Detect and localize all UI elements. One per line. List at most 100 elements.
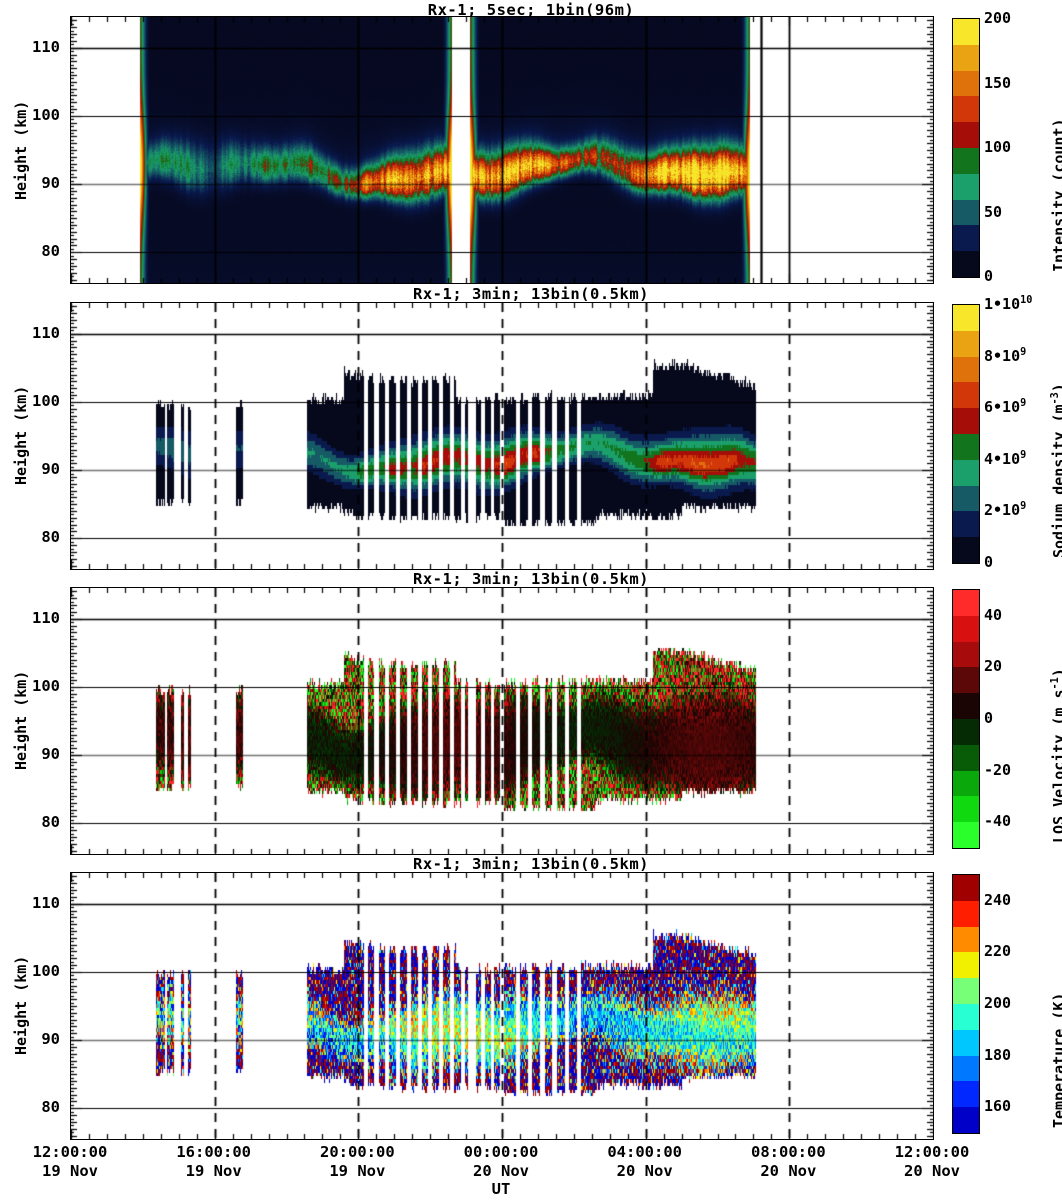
colorbar-swatch — [953, 251, 979, 277]
y-tick-0-90: 90 — [41, 174, 60, 193]
colorbar-label-0: Intensity (count) — [1050, 118, 1062, 272]
x-tick-date-4: 20 Nov — [616, 1162, 673, 1180]
colorbar-tick-3-3: 220 — [984, 942, 1012, 961]
x-tick-time-5: 08:00:00 — [751, 1143, 826, 1161]
y-tick-1-80: 80 — [41, 528, 60, 547]
colorbar-swatch — [953, 356, 979, 383]
colorbar-swatch — [953, 330, 979, 358]
colorbar-swatch — [953, 173, 979, 201]
colorbar-2 — [952, 589, 980, 849]
x-tick-4: 04:00:00 20 Nov — [570, 1143, 720, 1181]
panel-temperature: Rx-1; 3min; 13bin(0.5km) Height (km) — [0, 855, 1062, 1140]
x-tick-date-2: 19 Nov — [329, 1162, 386, 1180]
colorbar-swatch — [953, 199, 979, 226]
colorbar-swatch — [953, 978, 979, 1005]
x-tick-time-4: 04:00:00 — [607, 1143, 682, 1161]
colorbar-swatch — [953, 641, 979, 668]
colorbar-swatch — [953, 44, 979, 72]
colorbar-swatch — [953, 1004, 979, 1031]
colorbar-tick-3-2: 200 — [984, 994, 1012, 1012]
x-tick-time-0: 12:00:00 — [32, 1143, 108, 1161]
colorbar-swatch — [953, 667, 979, 694]
colorbar-tick-1-5: 1•1010 — [984, 295, 1033, 313]
colorbar-tick-3-4: 240 — [984, 890, 1012, 909]
x-tick-time-2: 20:00:00 — [320, 1143, 395, 1161]
colorbar-swatch — [953, 1081, 979, 1108]
colorbar-tick-1-3: 6•109 — [984, 398, 1027, 417]
panel-title-intensity: Rx-1; 5sec; 1bin(96m) — [427, 1, 635, 19]
x-tick-time-3: 00:00:00 — [463, 1143, 539, 1161]
colorbar-swatch — [953, 770, 979, 797]
x-tick-date-3: 20 Nov — [473, 1162, 529, 1180]
y-tick-2-110: 110 — [32, 608, 60, 627]
colorbar-tick-1-1: 2•109 — [984, 501, 1027, 520]
colorbar-tick-0-4: 200 — [984, 9, 1012, 27]
panel-intensity: Rx-1; 5sec; 1bin(96m) Height (km) — [0, 0, 1062, 285]
plot-area-sodium-density — [70, 302, 934, 570]
plot-area-los-velocity — [70, 587, 934, 855]
colorbar-swatch — [953, 70, 979, 97]
colorbar-swatch — [953, 459, 979, 487]
panel-title-los-velocity: Rx-1; 3min; 13bin(0.5km) — [413, 570, 649, 588]
y-tick-2-100: 100 — [32, 676, 60, 695]
colorbar-tick-1-4: 8•109 — [984, 346, 1027, 365]
colorbar-tick-0-1: 50 — [984, 202, 1003, 221]
colorbar-swatch — [953, 408, 979, 435]
y-tick-3-100: 100 — [32, 961, 60, 980]
colorbar-0 — [952, 18, 980, 278]
colorbar-swatch — [953, 875, 979, 902]
colorbar-swatch — [953, 926, 979, 953]
x-axis-label: UT — [491, 1180, 511, 1198]
y-tick-3-110: 110 — [32, 893, 60, 912]
colorbar-swatch — [953, 796, 979, 823]
panel-los-velocity: Rx-1; 3min; 13bin(0.5km) Height (km) — [0, 570, 1062, 855]
colorbar-swatch — [953, 615, 979, 643]
y-tick-1-90: 90 — [41, 460, 60, 479]
y-tick-2-80: 80 — [41, 813, 60, 832]
colorbar-tick-1-0: 0 — [984, 553, 994, 571]
x-tick-6: 12:00:00 20 Nov — [857, 1143, 1007, 1181]
y-tick-3-90: 90 — [41, 1030, 60, 1049]
colorbar-tick-0-0: 0 — [984, 267, 994, 285]
panel-title-temperature: Rx-1; 3min; 13bin(0.5km) — [413, 855, 649, 873]
y-tick-2-90: 90 — [41, 745, 60, 764]
x-tick-5: 08:00:00 20 Nov — [713, 1143, 863, 1181]
colorbar-tick-1-2: 4•109 — [984, 449, 1027, 468]
colorbar-tick-2-0: -40 — [984, 812, 1012, 831]
colorbar-swatch — [953, 485, 979, 512]
colorbar-label-3: Temperature (K) — [1050, 992, 1062, 1128]
colorbar-tick-0-2: 100 — [984, 138, 1012, 156]
colorbar-swatch — [953, 305, 979, 332]
colorbar-label-1: Sodium density (m-3) — [1050, 383, 1062, 558]
colorbar-swatch — [953, 96, 979, 123]
x-tick-date-0: 19 Nov — [42, 1162, 98, 1180]
y-tick-1-100: 100 — [32, 391, 60, 410]
colorbar-swatch — [953, 952, 979, 979]
colorbar-swatch — [953, 382, 979, 409]
colorbar-tick-2-2: 0 — [984, 709, 994, 727]
colorbar-tick-2-3: 20 — [984, 657, 1003, 676]
colorbar-swatch — [953, 434, 979, 461]
colorbar-swatch — [953, 1107, 979, 1133]
x-tick-1: 16:00:00 19 Nov — [139, 1143, 289, 1181]
colorbar-tick-0-3: 150 — [984, 73, 1012, 92]
x-tick-time-6: 12:00:00 — [894, 1143, 970, 1161]
colorbar-swatch — [953, 537, 979, 563]
colorbar-swatch — [953, 590, 979, 617]
colorbar-swatch — [953, 511, 979, 538]
y-tick-0-100: 100 — [32, 105, 60, 124]
colorbar-swatch — [953, 122, 979, 149]
colorbar-swatch — [953, 148, 979, 175]
colorbar-swatch — [953, 1029, 979, 1057]
colorbar-tick-2-1: -20 — [984, 760, 1012, 779]
x-tick-date-6: 20 Nov — [904, 1162, 960, 1180]
colorbar-swatch — [953, 719, 979, 746]
colorbar-swatch — [953, 744, 979, 772]
colorbar-swatch — [953, 19, 979, 46]
panel-title-sodium-density: Rx-1; 3min; 13bin(0.5km) — [413, 285, 649, 303]
colorbar-label-2: LOS Velocity (m s-1) — [1050, 668, 1062, 843]
y-tick-0-110: 110 — [32, 37, 60, 56]
colorbar-1 — [952, 304, 980, 564]
x-tick-0: 12:00:00 19 Nov — [0, 1143, 145, 1181]
x-tick-2: 20:00:00 19 Nov — [282, 1143, 432, 1181]
